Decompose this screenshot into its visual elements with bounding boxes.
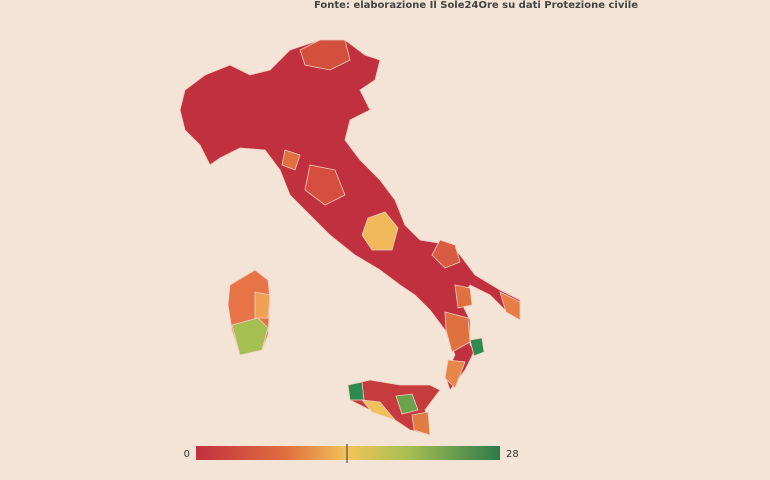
region [469,337,485,357]
region [499,291,521,321]
region [231,317,269,356]
italy-map [179,39,521,391]
sicily [347,379,441,436]
region [254,291,271,319]
source-note: Fonte: elaborazione Il Sole24Ore su dati… [314,0,638,11]
region [361,211,399,251]
color-legend: 0 28 [184,444,519,463]
region [299,39,351,71]
region [454,284,473,309]
region [395,393,419,415]
region [431,239,461,269]
legend-min: 0 [184,449,190,460]
legend-scale [196,446,500,460]
region [444,359,466,389]
mainland [179,39,521,391]
legend-max: 28 [506,449,519,460]
sardinia [227,269,271,356]
region [411,411,431,436]
region [361,399,397,421]
region [281,149,301,171]
region [444,311,471,353]
region [304,164,346,206]
region [347,381,365,401]
